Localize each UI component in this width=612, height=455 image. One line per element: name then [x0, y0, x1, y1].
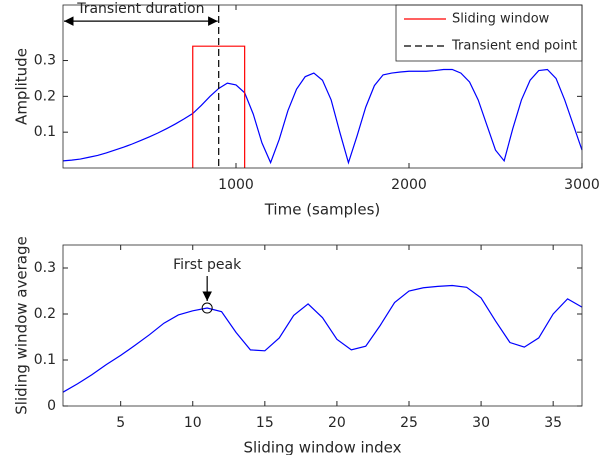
- x-tick-label: 10: [184, 415, 202, 431]
- peak-label: First peak: [173, 257, 242, 273]
- y-tick-label: 0.2: [34, 88, 56, 104]
- y-tick-label: 0.3: [34, 53, 56, 69]
- sliding-window: [192, 45, 246, 168]
- plot-area: [63, 245, 582, 406]
- y-axis-label: Sliding window average: [13, 236, 31, 414]
- x-tick-label: 2000: [391, 177, 427, 193]
- x-tick-label: 20: [328, 415, 346, 431]
- data-line: [62, 68, 583, 165]
- y-tick-label: 0.1: [34, 352, 56, 368]
- axes-box: [62, 244, 583, 407]
- axes-box: [62, 4, 583, 169]
- x-axis-label: Sliding window index: [243, 439, 401, 455]
- y-tick-label: 0.1: [34, 124, 56, 140]
- duration-label: Transient duration: [76, 1, 204, 17]
- peak-marker: [201, 302, 213, 314]
- legend-label: Sliding window: [452, 12, 550, 27]
- y-tick-label: 0.2: [34, 306, 56, 322]
- y-axis-label: Amplitude: [13, 48, 31, 125]
- legend-label: Transient end point: [451, 39, 577, 54]
- y-tick-label: 0.3: [34, 260, 56, 276]
- x-tick-label: 3000: [564, 177, 600, 193]
- x-tick-label: 1000: [218, 177, 254, 193]
- x-tick-label: 5: [116, 415, 125, 431]
- x-axis-label: Time (samples): [264, 201, 381, 219]
- x-tick-label: 30: [472, 415, 490, 431]
- x-tick-label: 25: [400, 415, 418, 431]
- x-tick-label: 15: [256, 415, 274, 431]
- data-line: [62, 284, 583, 393]
- x-tick-label: 35: [544, 415, 562, 431]
- y-tick-label: 0: [47, 398, 56, 414]
